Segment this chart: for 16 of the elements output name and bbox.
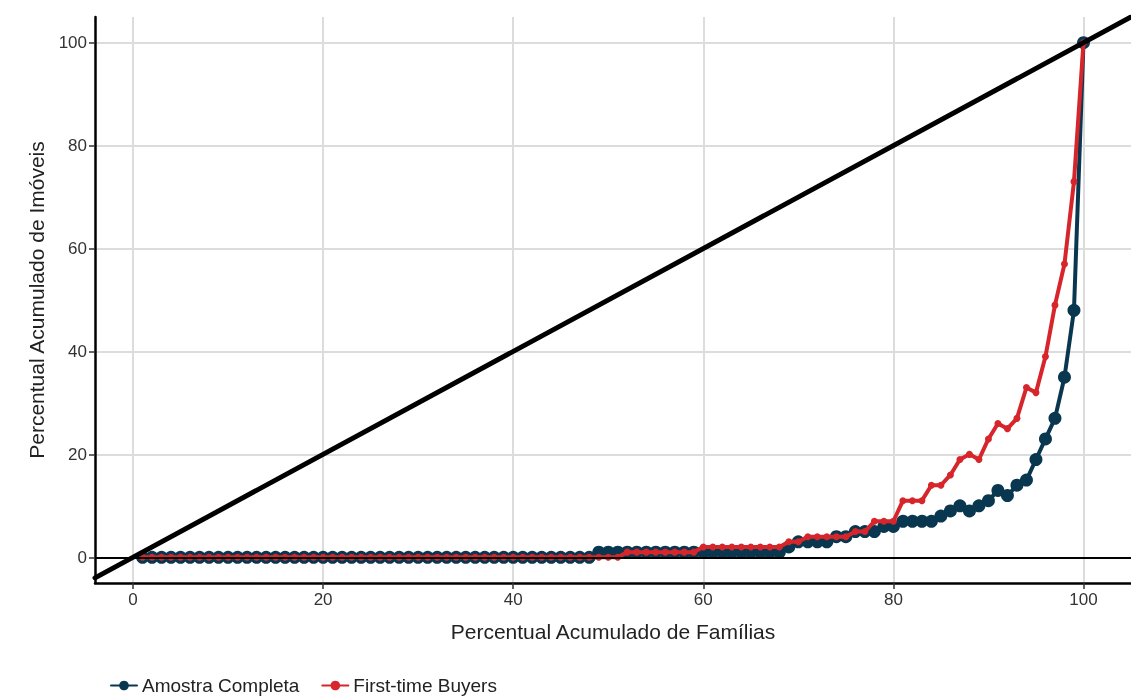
x-tick-label: 0 bbox=[128, 590, 138, 609]
y-tick-label: 0 bbox=[77, 547, 87, 567]
x-tick-label: 20 bbox=[313, 590, 333, 609]
x-tick-label: 60 bbox=[693, 590, 713, 609]
y-tick-label: 40 bbox=[68, 341, 87, 361]
legend-label: First-time Buyers bbox=[353, 675, 497, 696]
x-tick-label: 40 bbox=[503, 590, 523, 609]
y-tick-label: 20 bbox=[68, 444, 87, 464]
y-tick-label: 60 bbox=[68, 239, 87, 259]
x-tick-label: 80 bbox=[883, 590, 903, 609]
legend-label: Amostra Completa bbox=[142, 675, 300, 696]
y-axis-title: Percentual Acumulado de Imóveis bbox=[25, 141, 48, 459]
x-tick-label: 100 bbox=[1069, 590, 1098, 609]
y-tick-label: 100 bbox=[58, 33, 87, 53]
y-tick-label: 80 bbox=[68, 136, 87, 156]
x-axis-title: Percentual Acumulado de Famílias bbox=[450, 620, 776, 643]
